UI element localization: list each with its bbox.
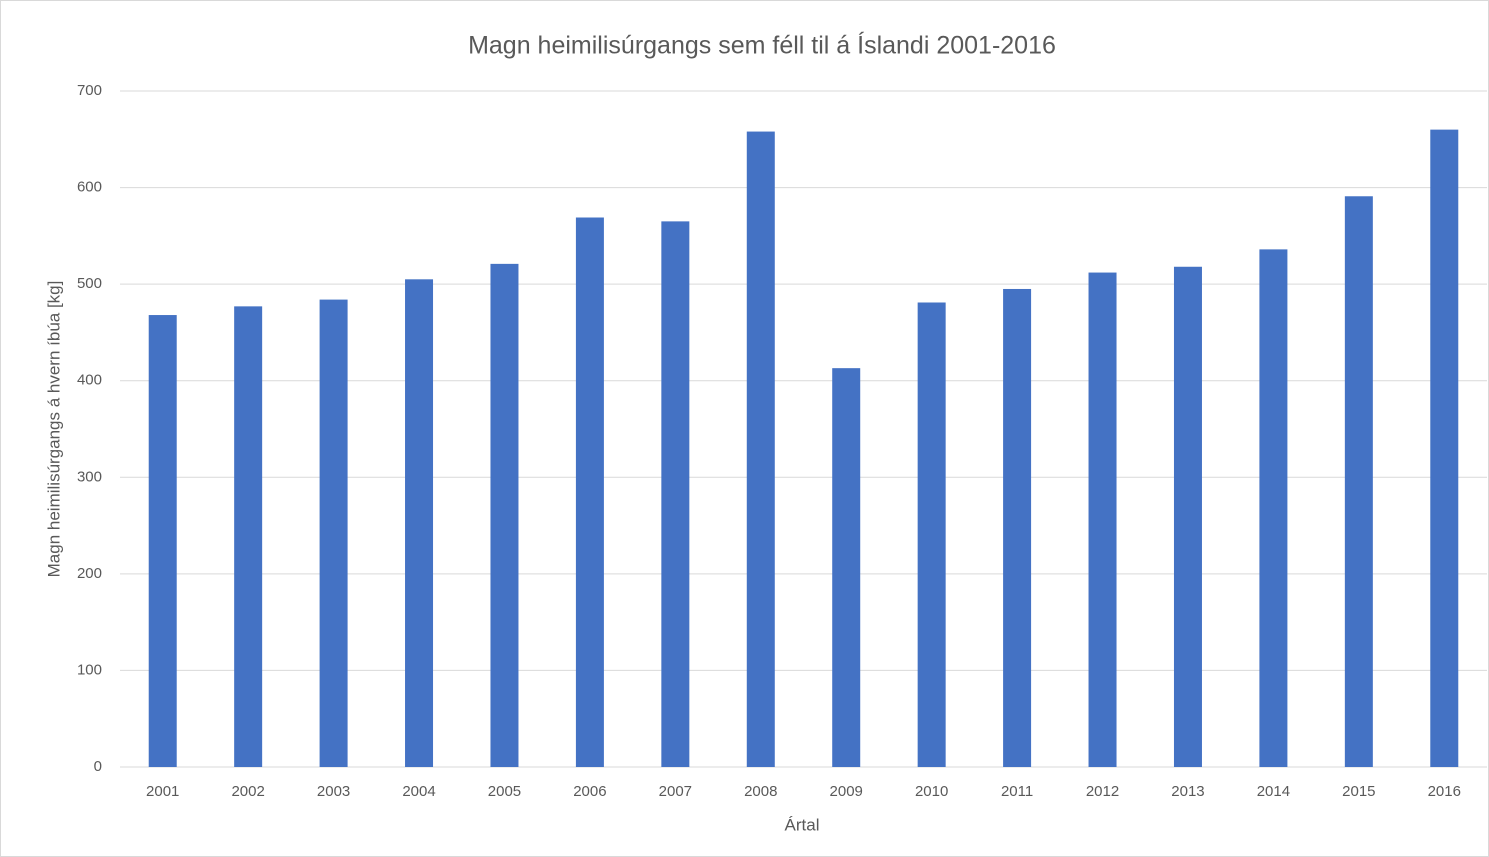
x-tick-label: 2008 xyxy=(744,783,777,800)
x-tick-label: 2010 xyxy=(915,783,948,800)
bar xyxy=(1259,249,1288,767)
y-tick-label: 600 xyxy=(77,179,102,196)
x-tick-label: 2014 xyxy=(1257,783,1290,800)
x-tick-label: 2003 xyxy=(317,783,350,800)
bar xyxy=(148,315,177,767)
bar xyxy=(1344,196,1373,767)
x-tick-label: 2002 xyxy=(231,783,264,800)
bar xyxy=(832,368,861,767)
bar xyxy=(319,299,348,767)
x-tick-label: 2013 xyxy=(1171,783,1204,800)
x-tick-label: 2012 xyxy=(1086,783,1119,800)
bar xyxy=(1003,288,1032,767)
bar xyxy=(661,221,690,767)
y-tick-label: 0 xyxy=(94,758,102,775)
x-tick-label: 2006 xyxy=(573,783,606,800)
bar xyxy=(405,279,434,767)
x-tick-label: 2016 xyxy=(1428,783,1461,800)
x-tick-label: 2009 xyxy=(830,783,863,800)
x-tick-label: 2007 xyxy=(659,783,692,800)
y-tick-label: 700 xyxy=(77,82,102,99)
y-tick-label: 500 xyxy=(77,275,102,292)
x-tick-label: 2001 xyxy=(146,783,179,800)
chart-title: Magn heimilisúrgangs sem féll til á Ísla… xyxy=(468,31,1056,60)
y-axis-label: Magn heimilisúrgangs á hvern íbúa [kg] xyxy=(44,281,63,578)
x-tick-label: 2015 xyxy=(1342,783,1375,800)
bar xyxy=(234,306,263,767)
x-tick-label: 2005 xyxy=(488,783,521,800)
x-tick-label: 2004 xyxy=(402,783,435,800)
bar xyxy=(1173,266,1202,767)
x-axis-label: Ártal xyxy=(785,815,820,834)
bar xyxy=(917,302,946,767)
y-tick-label: 400 xyxy=(77,372,102,389)
x-tick-label: 2011 xyxy=(1001,783,1033,800)
bar xyxy=(575,217,604,768)
y-tick-label: 300 xyxy=(77,468,102,485)
y-tick-label: 100 xyxy=(77,661,102,678)
bar xyxy=(746,131,775,767)
bar xyxy=(1430,129,1459,768)
bar xyxy=(490,263,519,767)
bar xyxy=(1088,272,1117,767)
y-tick-label: 200 xyxy=(77,565,102,582)
